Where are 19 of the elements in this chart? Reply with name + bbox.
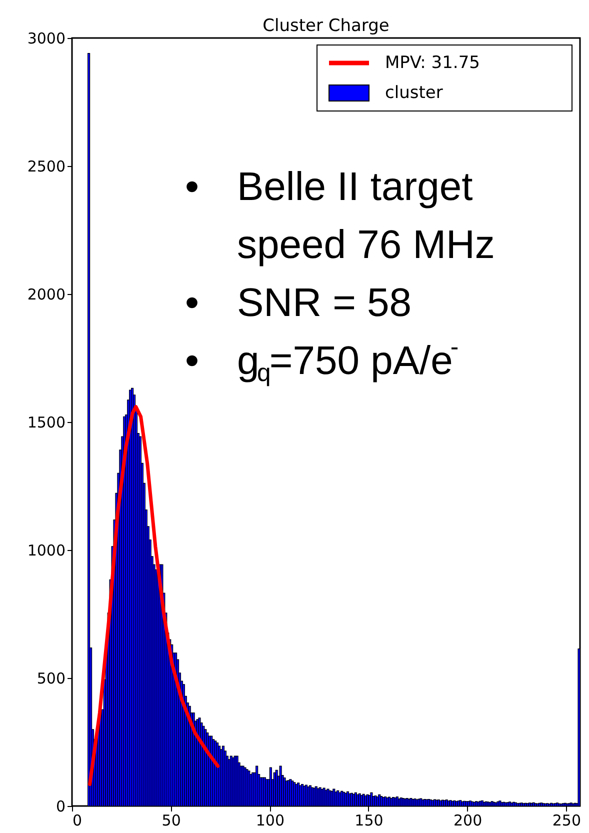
- y-tick-label: 2500: [27, 158, 66, 176]
- legend-label: cluster: [385, 83, 443, 103]
- y-tick-label: 1500: [27, 414, 66, 432]
- annotation: • SNR = 58: [185, 281, 412, 325]
- x-tick-label: 200: [454, 812, 482, 830]
- x-tick-label: 100: [256, 812, 284, 830]
- chart-title: Cluster Charge: [262, 16, 390, 36]
- x-tick-label: 0: [72, 812, 82, 830]
- line-series: [88, 404, 220, 786]
- y-tick-label: 500: [36, 670, 66, 688]
- annotation: • Belle II target speed 76 MHz: [185, 165, 495, 267]
- x-tick-label: 250: [552, 812, 581, 830]
- x-tick-label: 150: [354, 812, 384, 830]
- y-tick-label: 0: [56, 798, 66, 816]
- legend-label: MPV: 31.75: [385, 53, 480, 73]
- y-tick-label: 1000: [27, 542, 66, 560]
- y-tick-label: 2000: [27, 286, 66, 304]
- y-tick-label: 3000: [27, 30, 66, 48]
- x-tick-label: 50: [162, 812, 181, 830]
